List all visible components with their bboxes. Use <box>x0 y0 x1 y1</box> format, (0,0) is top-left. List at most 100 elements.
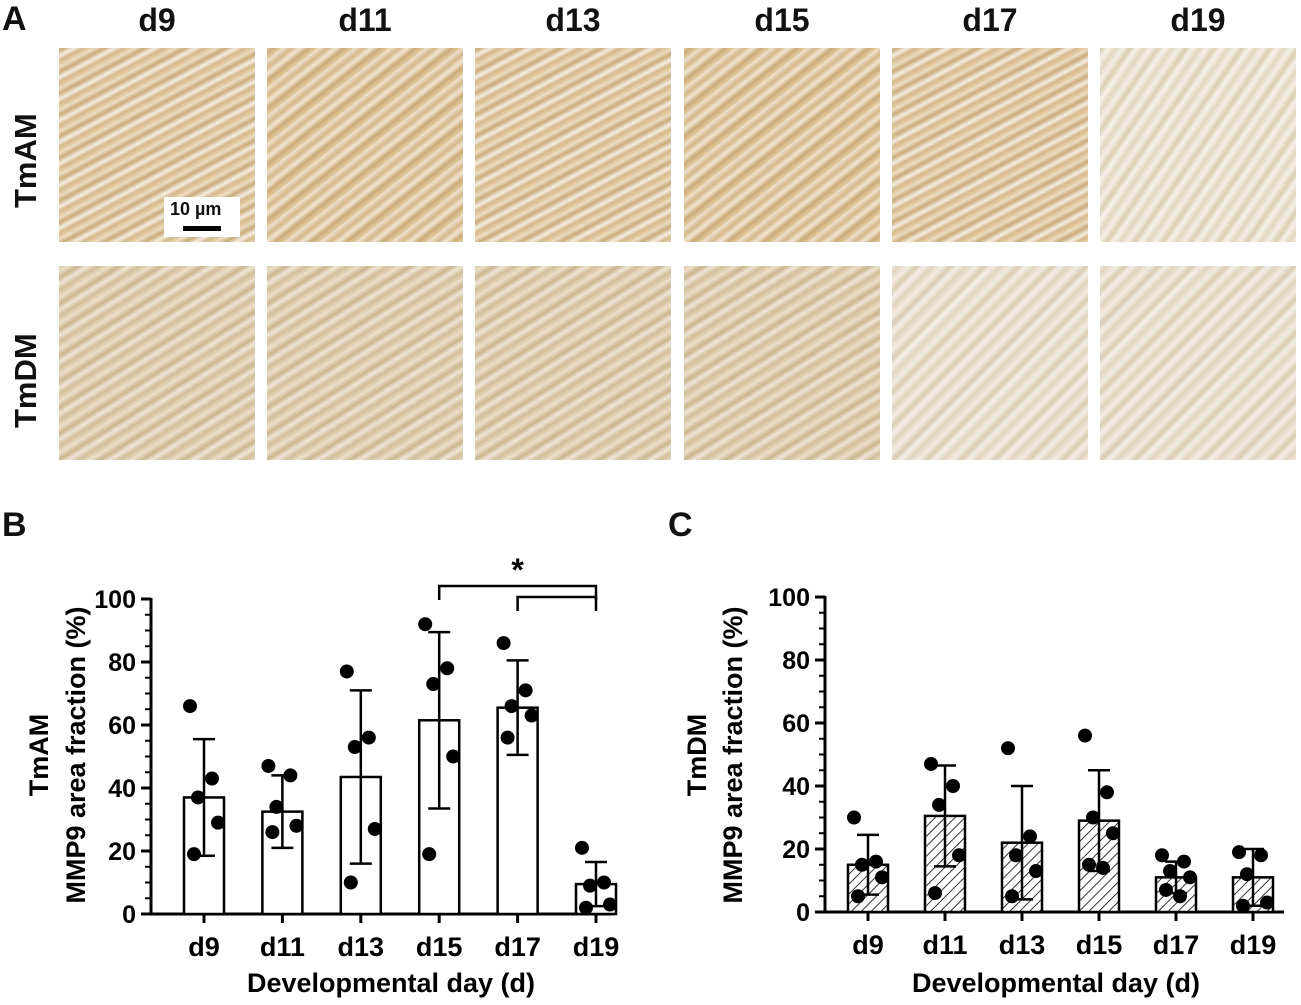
chart-b: 0 20 40 60 80 100 d9 d11 d13 d15 d17 d19 * TmAM MMP9 a… <box>24 552 619 998</box>
y-tick-label: 40 <box>108 775 136 803</box>
data-point-d11 <box>289 818 304 833</box>
column-label-d15: d15 <box>754 2 810 38</box>
y-tick-label: 80 <box>108 649 136 677</box>
y-tick-label: 100 <box>94 586 136 614</box>
data-point-d17 <box>1163 864 1177 879</box>
y-tick-label: 20 <box>782 836 810 864</box>
data-point-d15 <box>446 749 461 764</box>
y-tick-label: 100 <box>768 584 810 612</box>
y-tick-label: 0 <box>122 901 136 929</box>
data-point-d13 <box>339 664 354 679</box>
data-point-d11 <box>952 848 966 863</box>
y-tick-label: 0 <box>796 899 810 927</box>
chart-c: 0 20 40 60 80 100 d9 d11 d13 d15 d17 d19 TmDM MMP9 ar… <box>682 584 1284 998</box>
data-point-d11 <box>269 799 284 814</box>
data-point-d11 <box>283 768 298 783</box>
column-label-d9: d9 <box>138 2 176 38</box>
micrograph-tmam-d11 <box>267 48 463 242</box>
data-point-d9 <box>191 790 205 805</box>
micrograph-tmdm-d17 <box>892 266 1088 460</box>
data-point-d13 <box>1029 864 1043 879</box>
micrograph-tmdm-d11 <box>267 266 463 460</box>
data-point-d15 <box>418 617 433 632</box>
data-point-d13 <box>347 740 362 755</box>
data-point-d9 <box>869 854 883 869</box>
micrograph-tmdm-d9 <box>59 266 255 460</box>
y-axis-label-line2: MMP9 area fraction (%) <box>718 606 748 903</box>
significance-star: * <box>511 552 524 588</box>
significance-bracket <box>516 595 598 611</box>
x-tick-label-d15: d15 <box>1076 930 1123 960</box>
data-point-d13 <box>1001 741 1015 756</box>
data-point-d13 <box>343 875 358 890</box>
y-axis-label-line2: MMP9 area fraction (%) <box>61 606 91 903</box>
data-point-d13 <box>1005 889 1019 904</box>
data-point-d15 <box>1106 826 1120 841</box>
data-point-d17 <box>1159 882 1173 897</box>
data-point-d15 <box>1100 785 1114 800</box>
panel-b-letter: B <box>2 506 27 544</box>
data-point-d19 <box>579 900 593 915</box>
x-tick-label-d15: d15 <box>416 932 463 962</box>
data-point-d15 <box>1086 810 1100 825</box>
micrograph-tmam-d15 <box>684 48 880 242</box>
data-point-d11 <box>928 886 942 901</box>
data-point-d17 <box>500 730 515 745</box>
data-point-d19 <box>1240 867 1254 882</box>
data-point-d11 <box>932 797 946 812</box>
micrograph-tmdm-d13 <box>475 266 671 460</box>
data-point-d17 <box>1183 870 1197 885</box>
scale-bar-label: 10 µm <box>170 199 222 219</box>
data-point-d9 <box>211 815 225 830</box>
y-tick-label: 60 <box>108 712 136 740</box>
y-axis-label-line1: TmAM <box>24 714 54 797</box>
data-point-d15 <box>1096 860 1110 875</box>
y-tick-label: 80 <box>782 647 810 675</box>
data-point-d9 <box>855 857 869 872</box>
data-point-d19 <box>597 875 611 890</box>
column-label-d17: d17 <box>962 2 1018 38</box>
micrograph-tmam-d19 <box>1100 48 1296 242</box>
data-point-d17 <box>518 683 533 698</box>
y-tick-label: 40 <box>782 773 810 801</box>
panel-c-letter: C <box>668 506 693 544</box>
data-point-d13 <box>1023 829 1037 844</box>
x-tick-label-d13: d13 <box>338 932 385 962</box>
x-tick-label-d17: d17 <box>1153 930 1200 960</box>
data-point-d11 <box>265 825 280 840</box>
data-point-d17 <box>504 699 519 714</box>
x-tick-label-d11: d11 <box>922 930 967 960</box>
data-point-d15 <box>426 677 441 692</box>
x-tick-label-d11: d11 <box>260 932 305 962</box>
data-point-d17 <box>1155 848 1169 863</box>
data-point-d19 <box>583 878 597 893</box>
column-label-d13: d13 <box>545 2 601 38</box>
column-label-d11: d11 <box>338 2 392 38</box>
y-tick-label: 60 <box>782 710 810 738</box>
data-point-d9 <box>187 847 201 862</box>
data-point-d11 <box>946 779 960 793</box>
data-point-d15 <box>1082 857 1096 872</box>
data-point-d9 <box>205 771 219 786</box>
x-tick-label-d17: d17 <box>494 932 541 962</box>
x-tick-label-d9: d9 <box>188 932 220 962</box>
x-tick-label-d19: d19 <box>1230 930 1277 960</box>
data-point-d13 <box>361 730 376 745</box>
data-point-d19 <box>1232 845 1246 860</box>
panel-a-letter: A <box>2 0 27 38</box>
micrograph-tmam-d13 <box>475 48 671 242</box>
data-point-d17 <box>1173 889 1187 904</box>
data-point-d13 <box>1009 848 1023 863</box>
x-axis-label: Developmental day (d) <box>912 968 1200 998</box>
data-point-d11 <box>261 758 276 773</box>
data-point-d9 <box>847 810 861 825</box>
x-tick-label-d9: d9 <box>852 930 884 960</box>
data-point-d19 <box>1236 898 1250 913</box>
data-point-d15 <box>440 661 455 676</box>
y-axis-label-line1: TmDM <box>682 714 712 797</box>
data-point-d19 <box>575 840 589 855</box>
data-point-d9 <box>875 870 889 885</box>
column-label-d19: d19 <box>1170 2 1226 38</box>
micrograph-tmdm-d15 <box>684 266 880 460</box>
data-point-d19 <box>603 897 617 912</box>
